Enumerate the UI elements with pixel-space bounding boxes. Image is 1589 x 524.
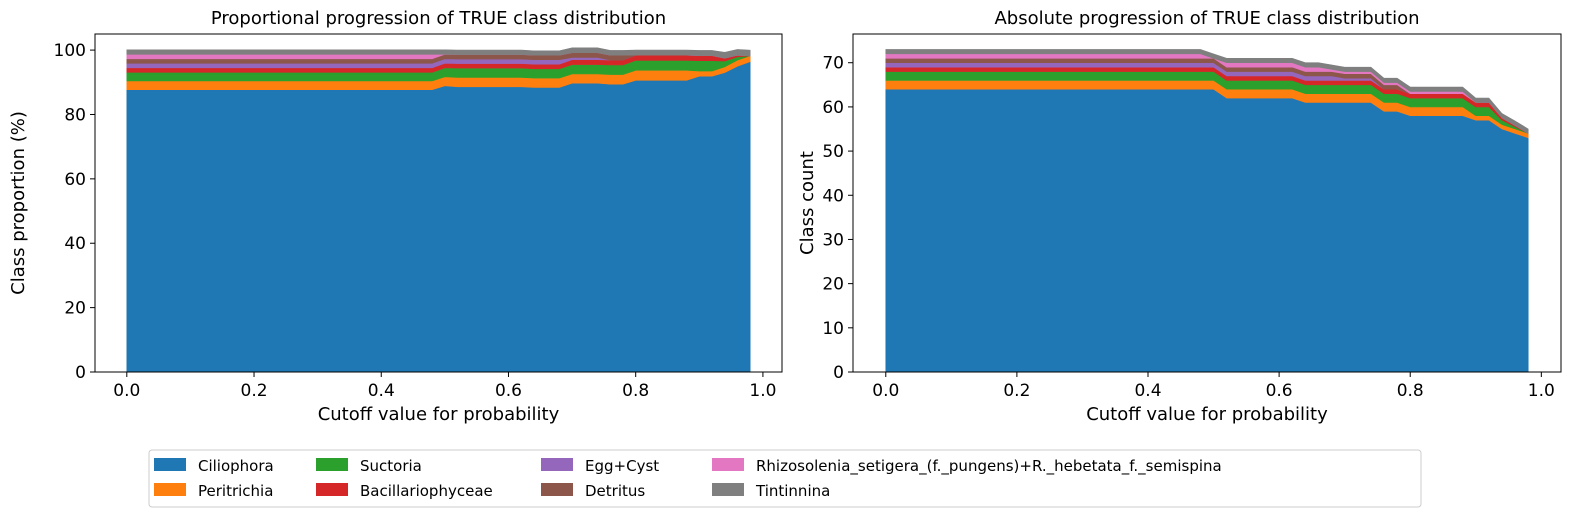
x-tick-label: 0.8 (622, 381, 649, 401)
legend-swatch-egg-cyst (541, 458, 573, 471)
absolute-chart: 0.0 0.2 0.4 0.6 0.8 1.0 0 10 20 30 40 50 60 70 Absolut… (797, 8, 1562, 425)
x-tick-label: 0.6 (495, 381, 522, 401)
area-tintinnina (885, 49, 1529, 134)
legend-label-tintinnina: Tintinnina (755, 482, 830, 500)
y-tick-label: 30 (822, 230, 844, 250)
y-tick-label: 10 (822, 319, 844, 339)
x-axis-label: Cutoff value for probability (1086, 404, 1328, 425)
x-tick-label: 1.0 (1528, 381, 1555, 401)
legend-label-peritrichia: Peritrichia (198, 482, 273, 500)
legend-swatch-bacillariophyceae (316, 483, 348, 496)
x-tick-label: 0.0 (113, 381, 140, 401)
area-tintinnina (126, 47, 751, 59)
legend-label-bacillariophyceae: Bacillariophyceae (360, 482, 493, 500)
legend-swatch-tintinnina (712, 483, 744, 496)
y-tick-label: 20 (64, 299, 86, 319)
legend: Ciliophora Peritrichia Suctoria Bacillariop… (148, 449, 1422, 508)
y-tick-label: 70 (822, 54, 844, 74)
chart-title: Absolute progression of TRUE class distr… (994, 8, 1419, 29)
proportional-chart: 0.0 0.2 0.4 0.6 0.8 1.0 0 20 40 60 80 100 Proportion… (8, 8, 783, 425)
legend-swatch-detritus (541, 483, 573, 496)
x-tick-label: 1.0 (749, 381, 776, 401)
y-tick-label: 40 (64, 234, 86, 254)
y-tick-label: 40 (822, 186, 844, 206)
legend-swatch-ciliophora (154, 458, 186, 471)
y-tick-label: 60 (64, 170, 86, 190)
x-tick-label: 0.8 (1397, 381, 1424, 401)
legend-label-detritus: Detritus (585, 482, 645, 500)
y-tick-label: 0 (833, 363, 844, 383)
chart-title: Proportional progression of TRUE class d… (211, 8, 666, 29)
x-tick-label: 0.4 (368, 381, 395, 401)
x-tick-label: 0.6 (1266, 381, 1293, 401)
y-tick-label: 60 (822, 98, 844, 118)
legend-label-suctoria: Suctoria (360, 457, 422, 475)
y-tick-label: 0 (75, 363, 86, 383)
legend-frame (148, 449, 1422, 508)
legend-label-ciliophora: Ciliophora (198, 457, 274, 475)
x-tick-label: 0.0 (872, 381, 899, 401)
y-tick-label: 20 (822, 275, 844, 295)
legend-swatch-suctoria (316, 458, 348, 471)
y-tick-label: 80 (64, 105, 86, 125)
area-ciliophora (126, 61, 751, 373)
x-tick-label: 0.4 (1134, 381, 1161, 401)
x-axis-label: Cutoff value for probability (318, 404, 560, 425)
x-tick-label: 0.2 (241, 381, 268, 401)
y-axis-label: Class proportion (%) (8, 111, 29, 295)
legend-label-egg-cyst: Egg+Cyst (585, 457, 659, 475)
legend-swatch-rhizosolenia-setigera-f-pungens-r-hebetata-f-semispina (712, 458, 744, 471)
plot-frame (852, 33, 1562, 373)
area-ciliophora (885, 88, 1529, 373)
y-tick-label: 50 (822, 142, 844, 162)
plot-frame (94, 33, 783, 373)
y-axis-label: Class count (797, 151, 818, 255)
y-tick-label: 100 (54, 41, 86, 61)
legend-label-rhizosolenia-setigera-f-pungens-r-hebetata-f-semispina: Rhizosolenia_setigera_(f._pungens)+R._he… (756, 457, 1222, 476)
legend-swatch-peritrichia (154, 483, 186, 496)
x-tick-label: 0.2 (1003, 381, 1030, 401)
